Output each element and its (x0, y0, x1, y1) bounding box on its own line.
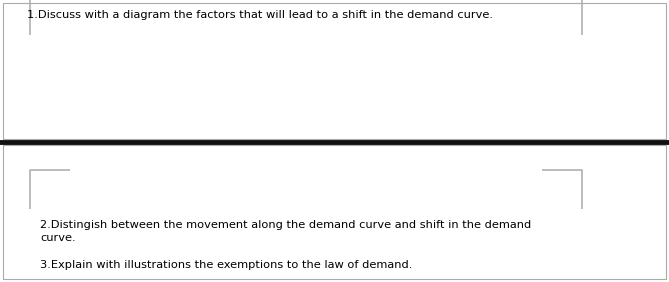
Text: 2.Distingish between the movement along the demand curve and shift in the demand: 2.Distingish between the movement along … (40, 220, 531, 243)
Text: 1.Discuss with a diagram the factors that will lead to a shift in the demand cur: 1.Discuss with a diagram the factors tha… (27, 10, 493, 20)
Text: 3.Explain with illustrations the exemptions to the law of demand.: 3.Explain with illustrations the exempti… (40, 259, 413, 270)
